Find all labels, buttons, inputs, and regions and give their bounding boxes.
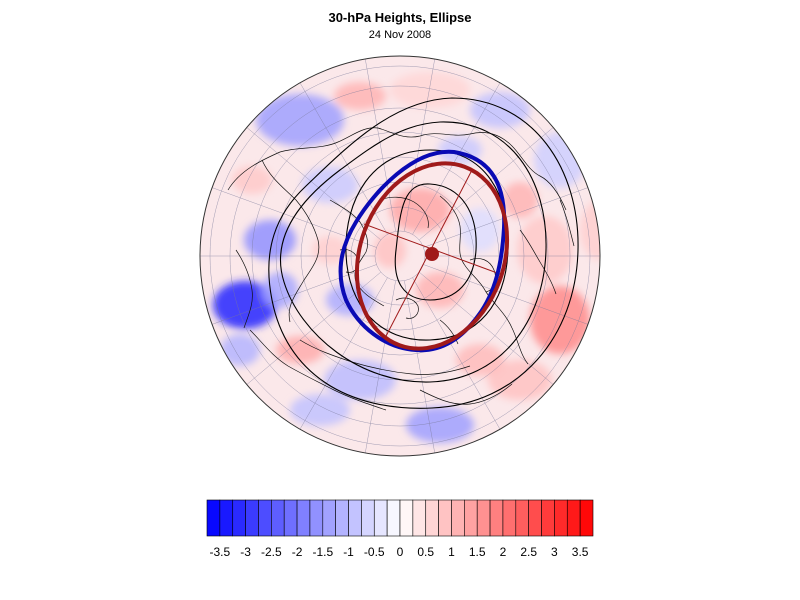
- colorbar-tick-labels: -3.5 -3 -2.5 -2 -1.5 -1 -0.5 0 0.5 1 1.5 2 2.5 3 3.5: [210, 545, 589, 559]
- colorbar-box: [554, 499, 568, 537]
- anomaly-patch: [262, 272, 298, 308]
- colorbar-box: [476, 499, 491, 537]
- ellipse-center-marker: [425, 247, 439, 261]
- colorbar-box: [309, 499, 324, 537]
- colorbar-box: [451, 499, 465, 537]
- anomaly-patch: [312, 236, 348, 264]
- anomaly-patch: [324, 360, 396, 400]
- colorbar-box: [296, 499, 311, 537]
- colorbar-box: [245, 499, 259, 537]
- colorbar-box: [373, 499, 388, 537]
- colorbar-tick-label: -2: [292, 545, 303, 559]
- colorbar-tick-label: 3: [551, 545, 558, 559]
- meridian-line: [211, 264, 377, 325]
- height-contours: [268, 97, 579, 409]
- anomaly-patch: [470, 92, 530, 128]
- meridian-line: [423, 264, 589, 325]
- anomaly-patch: [256, 94, 344, 146]
- ellipse-red-fit: [354, 161, 510, 351]
- anomaly-patch: [517, 216, 573, 284]
- meridian-line: [412, 82, 501, 235]
- polar-map: [199, 55, 601, 457]
- colorbar-box: [283, 499, 298, 537]
- colorbar-box: [412, 499, 427, 537]
- colorbar-tick-label: -1.5: [312, 545, 333, 559]
- anomaly-patch: [530, 286, 590, 354]
- colorbar-box: [258, 499, 272, 537]
- colorbar-tick-label: 2: [500, 545, 507, 559]
- anomaly-patch: [460, 208, 500, 252]
- colorbar-tick-label: -0.5: [364, 545, 385, 559]
- colorbar-box: [528, 499, 542, 537]
- colorbar-box: [206, 499, 221, 537]
- colorbar-box: [232, 499, 246, 537]
- map-subtitle: 24 Nov 2008: [368, 29, 432, 41]
- anomaly-patch: [390, 72, 470, 108]
- coastlines: [227, 127, 575, 411]
- anomaly-patch: [244, 220, 296, 260]
- anomaly-patch: [213, 281, 277, 329]
- anomaly-patch: [220, 334, 260, 366]
- anomaly-patch: [232, 166, 272, 194]
- anomaly-patch: [456, 344, 504, 376]
- anomaly-patch: [580, 200, 600, 260]
- colorbar-box: [438, 499, 452, 537]
- colorbar-box: [335, 499, 349, 537]
- colorbar-box: [386, 499, 401, 537]
- colorbar-tick-label: -3: [240, 545, 251, 559]
- meridian-line: [365, 58, 396, 232]
- colorbar-tick-label: 0.5: [417, 545, 434, 559]
- colorbar-tick-label: 1.5: [469, 545, 486, 559]
- meridian-line: [412, 277, 501, 430]
- colorbar-box: [489, 499, 504, 537]
- meridian-line: [299, 277, 388, 430]
- colorbar-box: [566, 499, 581, 537]
- colorbar-box: [361, 499, 375, 537]
- colorbar-tick-label: 2.5: [520, 545, 537, 559]
- colorbar-box: [515, 499, 529, 537]
- anomaly-patch: [290, 394, 350, 426]
- globe-outline: [199, 55, 601, 457]
- colorbar-box: [322, 499, 336, 537]
- colorbar-tick-label: 3.5: [572, 545, 589, 559]
- colorbar-tick-label: -3.5: [210, 545, 231, 559]
- colorbar-box: [502, 499, 517, 537]
- meridian-line: [404, 58, 435, 232]
- colorbar-box: [541, 499, 555, 537]
- colorbar-boxes: [206, 499, 594, 537]
- colorbar-tick-label: -2.5: [261, 545, 282, 559]
- colorbar-tick-label: 0: [397, 545, 404, 559]
- colorbar-box: [464, 499, 478, 537]
- map-title: 30-hPa Heights, Ellipse: [328, 10, 472, 25]
- anomaly-patch: [416, 272, 464, 308]
- meridian-line: [365, 280, 396, 454]
- colorbar-box: [271, 499, 285, 537]
- anomaly-patch: [374, 232, 406, 268]
- colorbar-box: [219, 499, 234, 537]
- colorbar-tick-label: 1: [448, 545, 455, 559]
- colorbar-box: [425, 499, 439, 537]
- colorbar-tick-label: -1: [343, 545, 354, 559]
- colorbar-box: [348, 499, 362, 537]
- colorbar-box: [579, 499, 594, 537]
- colorbar-box: [399, 499, 414, 537]
- meridian-line: [404, 280, 435, 454]
